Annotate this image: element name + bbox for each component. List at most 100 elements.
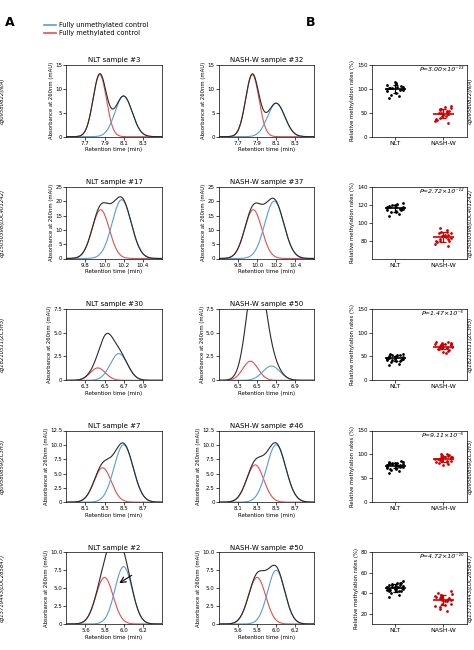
Point xyxy=(439,460,447,470)
X-axis label: Retention time (min): Retention time (min) xyxy=(85,391,143,396)
Point xyxy=(434,588,441,599)
Point xyxy=(388,459,396,469)
Point xyxy=(444,233,451,244)
Point xyxy=(438,339,445,350)
Title: NLT sample #2: NLT sample #2 xyxy=(88,545,140,551)
Point xyxy=(438,343,445,353)
Point xyxy=(441,102,449,112)
Y-axis label: Relative methylation rates (%): Relative methylation rates (%) xyxy=(350,60,356,141)
Point xyxy=(400,581,407,592)
Point xyxy=(438,340,446,350)
Point xyxy=(396,358,403,369)
Point xyxy=(392,581,400,592)
Point xyxy=(431,454,439,464)
Point xyxy=(396,590,403,601)
Title: NLT sample #3: NLT sample #3 xyxy=(88,57,140,63)
Point xyxy=(438,104,445,114)
Point xyxy=(383,463,391,473)
Point xyxy=(444,118,451,129)
Point xyxy=(388,465,395,475)
Title: NLT sample #17: NLT sample #17 xyxy=(85,179,143,185)
Point xyxy=(445,593,452,604)
Point xyxy=(383,585,391,595)
Point xyxy=(399,85,406,96)
Y-axis label: Absorbance at 260nm (mAU): Absorbance at 260nm (mAU) xyxy=(49,184,54,261)
Point xyxy=(396,350,404,361)
Point xyxy=(399,203,406,214)
Point xyxy=(383,353,391,363)
Point xyxy=(396,85,404,96)
Point xyxy=(437,104,444,114)
X-axis label: Retention time (min): Retention time (min) xyxy=(238,513,295,517)
Point xyxy=(386,211,393,221)
Point xyxy=(386,592,393,603)
Point xyxy=(393,83,401,93)
Point xyxy=(386,202,393,213)
Point xyxy=(385,200,393,211)
Point xyxy=(439,109,447,120)
Point xyxy=(392,352,400,363)
Point xyxy=(392,584,400,594)
Point xyxy=(442,347,450,358)
Y-axis label: Relative methylation rates (%): Relative methylation rates (%) xyxy=(350,304,356,385)
Point xyxy=(437,601,444,612)
Point xyxy=(432,337,440,347)
Point xyxy=(399,81,407,92)
Point xyxy=(392,202,400,212)
Point xyxy=(447,339,455,349)
Point xyxy=(441,339,449,349)
Point xyxy=(399,198,407,208)
Point xyxy=(383,203,391,214)
Point xyxy=(391,584,399,594)
Title: NASH-W sample #50: NASH-W sample #50 xyxy=(230,301,303,307)
Point xyxy=(436,223,444,233)
Point xyxy=(431,116,438,127)
Point xyxy=(392,351,400,361)
Point xyxy=(436,458,443,468)
Point xyxy=(431,591,439,601)
Point xyxy=(392,458,399,468)
Point xyxy=(438,452,446,462)
Point xyxy=(396,578,404,588)
Y-axis label: Absorbance at 260nm (mAU): Absorbance at 260nm (mAU) xyxy=(49,62,54,140)
Point xyxy=(447,453,455,463)
Point xyxy=(447,233,455,243)
Point xyxy=(393,458,401,468)
Point xyxy=(442,599,449,610)
Point xyxy=(443,456,450,466)
Point xyxy=(393,578,401,588)
Point xyxy=(392,79,400,89)
Point xyxy=(392,586,400,597)
Point xyxy=(443,456,451,467)
Text: cg15050398(LOC401242): cg15050398(LOC401242) xyxy=(468,188,473,257)
Point xyxy=(445,345,452,356)
Point xyxy=(445,237,452,247)
Point xyxy=(436,344,443,354)
Point xyxy=(433,113,440,124)
Point xyxy=(383,84,391,94)
Text: cg09580822(N/A): cg09580822(N/A) xyxy=(0,77,5,124)
Point xyxy=(437,454,444,464)
Point xyxy=(436,342,444,352)
Point xyxy=(392,206,400,216)
Point xyxy=(392,356,400,367)
Point xyxy=(438,450,446,461)
Point xyxy=(445,109,452,119)
Point xyxy=(443,343,451,354)
Point xyxy=(398,81,405,91)
Point xyxy=(436,228,443,239)
Point xyxy=(383,355,391,365)
Point xyxy=(431,339,439,349)
Point xyxy=(383,86,391,96)
Point xyxy=(447,338,455,348)
Point xyxy=(396,91,403,101)
Point xyxy=(443,449,451,460)
Point xyxy=(439,346,447,357)
Point xyxy=(441,596,449,606)
Point xyxy=(432,456,440,467)
Point xyxy=(394,461,402,471)
Point xyxy=(383,462,391,472)
Point xyxy=(392,78,400,88)
Point xyxy=(436,105,444,115)
Point xyxy=(393,349,401,359)
